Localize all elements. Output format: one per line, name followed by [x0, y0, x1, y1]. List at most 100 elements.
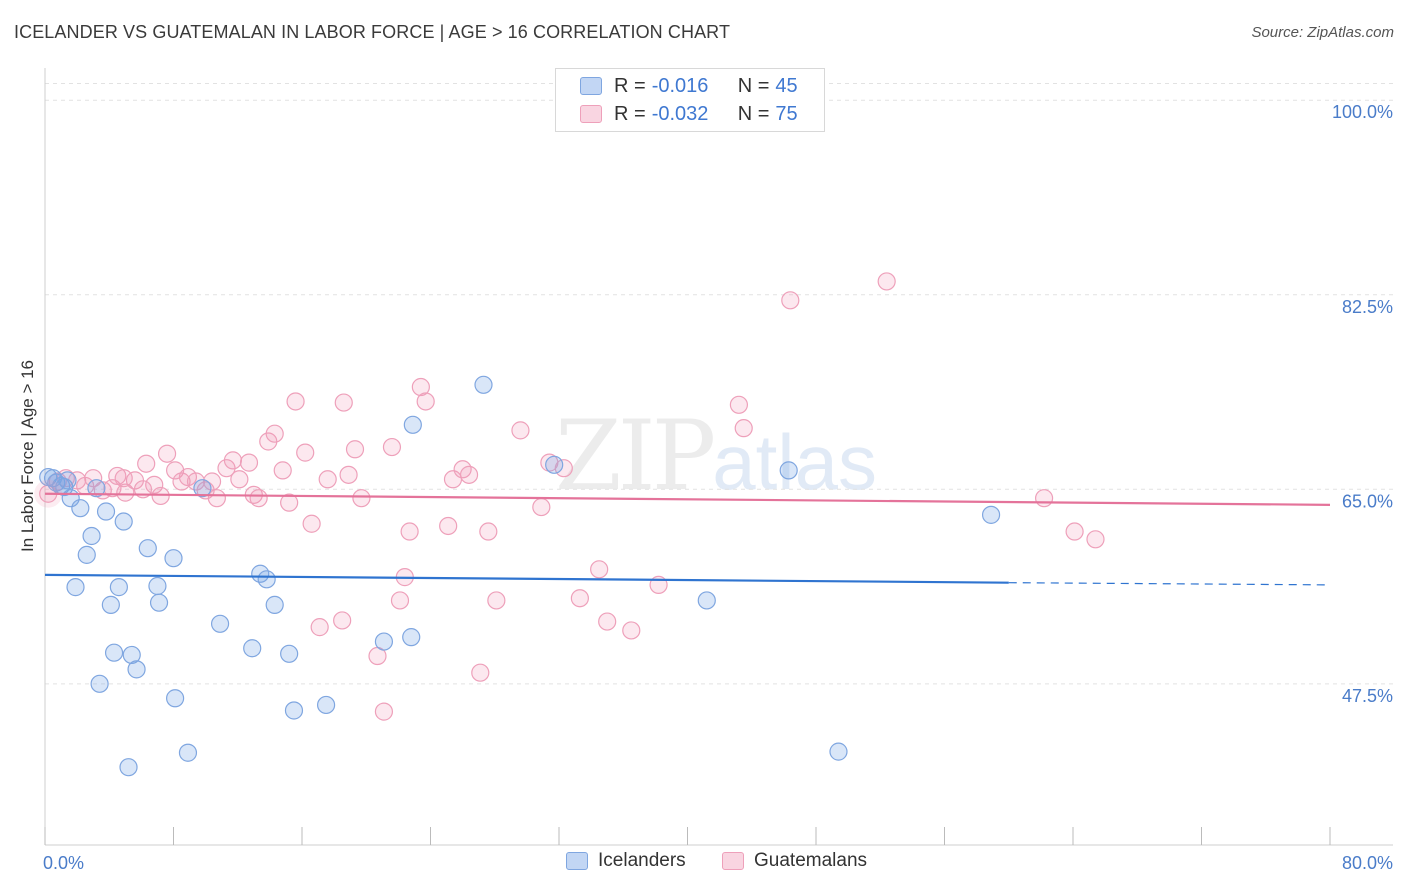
icelander-point [66, 578, 85, 597]
guatemalan-point [114, 469, 133, 488]
legend-n-label: N = [737, 102, 770, 125]
guatemalan-point [223, 451, 243, 470]
icelander-point [166, 689, 185, 708]
icelander-point [71, 499, 90, 518]
guatemalan-point [781, 291, 800, 310]
icelander-point [127, 660, 146, 679]
guatemalan-point [877, 272, 896, 291]
y-tick-label: 82.5% [1342, 297, 1393, 317]
guatemalan-point [280, 493, 299, 512]
icelander-point [697, 591, 716, 610]
guatemalan-point [207, 489, 226, 508]
guatemalan-point [318, 470, 337, 489]
guatemalan-point [296, 443, 315, 462]
icelander-point [90, 674, 109, 693]
guatemalan-point [554, 459, 573, 478]
icelander-point [82, 526, 101, 546]
icelander-point [149, 593, 169, 612]
legend-n-label: N = [737, 74, 770, 97]
y-tick-label: 65.0% [1342, 491, 1393, 511]
legend-r-value: -0.016 [651, 74, 709, 97]
guatemalan-point [622, 621, 641, 640]
icelander-point [316, 695, 336, 715]
guatemalan-point [374, 702, 394, 721]
bottom-legend-label: Guatemalans [754, 850, 868, 871]
guatemalan-point [202, 472, 222, 491]
source-credit: Source: ZipAtlas.com [1251, 24, 1394, 41]
guatemalan-point [239, 453, 259, 472]
icelander-point [402, 628, 421, 647]
guatemalan-point [157, 444, 177, 463]
legend-row-guatemalans: R = -0.032 N = 75 [556, 100, 798, 128]
guatemalan-point [84, 469, 103, 488]
x-tick-label: 0.0% [43, 853, 84, 873]
icelander-point [779, 461, 798, 480]
icelander-point [243, 639, 262, 658]
icelander-point [193, 479, 212, 498]
icelander-trend-extension [1008, 582, 1331, 586]
guatemalan-point [116, 483, 135, 502]
icelander-point [265, 595, 284, 614]
legend-row-icelanders: R = -0.016 N = 45 [556, 72, 798, 100]
icelander-trend-line [44, 573, 1009, 584]
icelander-point [829, 742, 848, 761]
guatemalan-point [390, 591, 410, 610]
icelander-point [210, 614, 230, 633]
icelander-point [87, 479, 106, 498]
guatemalan-point [137, 454, 156, 473]
guatemalan-point [1065, 522, 1084, 541]
icelander-point [58, 471, 77, 490]
bottom-legend-swatch-pink [722, 852, 744, 870]
icelander-point [545, 455, 564, 474]
guatemalan-point [382, 437, 402, 457]
guatemalan-point [459, 465, 479, 484]
guatemalan-point [302, 514, 321, 533]
watermark-atlas: atlas [712, 418, 877, 506]
icelander-point [284, 701, 304, 720]
icelander-point [474, 375, 493, 394]
icelander-point [280, 644, 299, 663]
x-tick-label: 80.0% [1342, 853, 1393, 873]
guatemalan-point [471, 663, 490, 682]
guatemalan-point [265, 424, 284, 443]
trend-lines [44, 492, 1331, 586]
guatemalan-point [145, 475, 164, 494]
axis-labels: 47.5% 65.0% 82.5% 100.0% 0.0% 80.0% In Labor F… [18, 102, 1393, 873]
guatemalan-point [570, 589, 589, 608]
legend-swatch-pink [580, 105, 602, 123]
correlation-legend: R = -0.016 N = 45 R = -0.032 N = 75 [555, 68, 825, 132]
legend-r-label: R = [614, 74, 646, 97]
icelander-point [77, 545, 96, 564]
guatemalan-point [411, 377, 430, 397]
guatemalan-point [352, 489, 371, 508]
guatemalan-point [230, 470, 249, 489]
legend-n-value: 45 [775, 74, 798, 97]
guatemalan-point [273, 461, 292, 480]
icelander-point [981, 505, 1001, 524]
guatemalan-point [416, 392, 435, 411]
icelander-point [109, 578, 128, 597]
bottom-legend-label: Icelanders [598, 850, 686, 871]
guatemalan-trend-line [44, 492, 1331, 506]
guatemalan-point [598, 612, 617, 631]
guatemalan-point [511, 421, 530, 440]
icelander-point [138, 539, 157, 558]
guatemalan-point [400, 522, 419, 541]
guatemalan-point [590, 560, 609, 579]
guatemalan-point [286, 392, 305, 411]
data-points [34, 272, 1105, 777]
chart-title: ICELANDER VS GUATEMALAN IN LABOR FORCE |… [14, 22, 731, 42]
guatemalan-point [439, 516, 458, 536]
legend-swatch-blue [580, 77, 602, 95]
guatemalan-point [479, 522, 498, 541]
guatemalan-point [310, 618, 329, 637]
guatemalan-point [1034, 489, 1054, 508]
guatemalan-point [339, 465, 358, 484]
guatemalan-point [334, 393, 353, 412]
icelander-point [164, 549, 183, 568]
icelander-point [403, 415, 422, 434]
icelander-point [374, 632, 394, 651]
y-tick-label: 47.5% [1342, 686, 1393, 706]
icelander-point [178, 743, 198, 762]
